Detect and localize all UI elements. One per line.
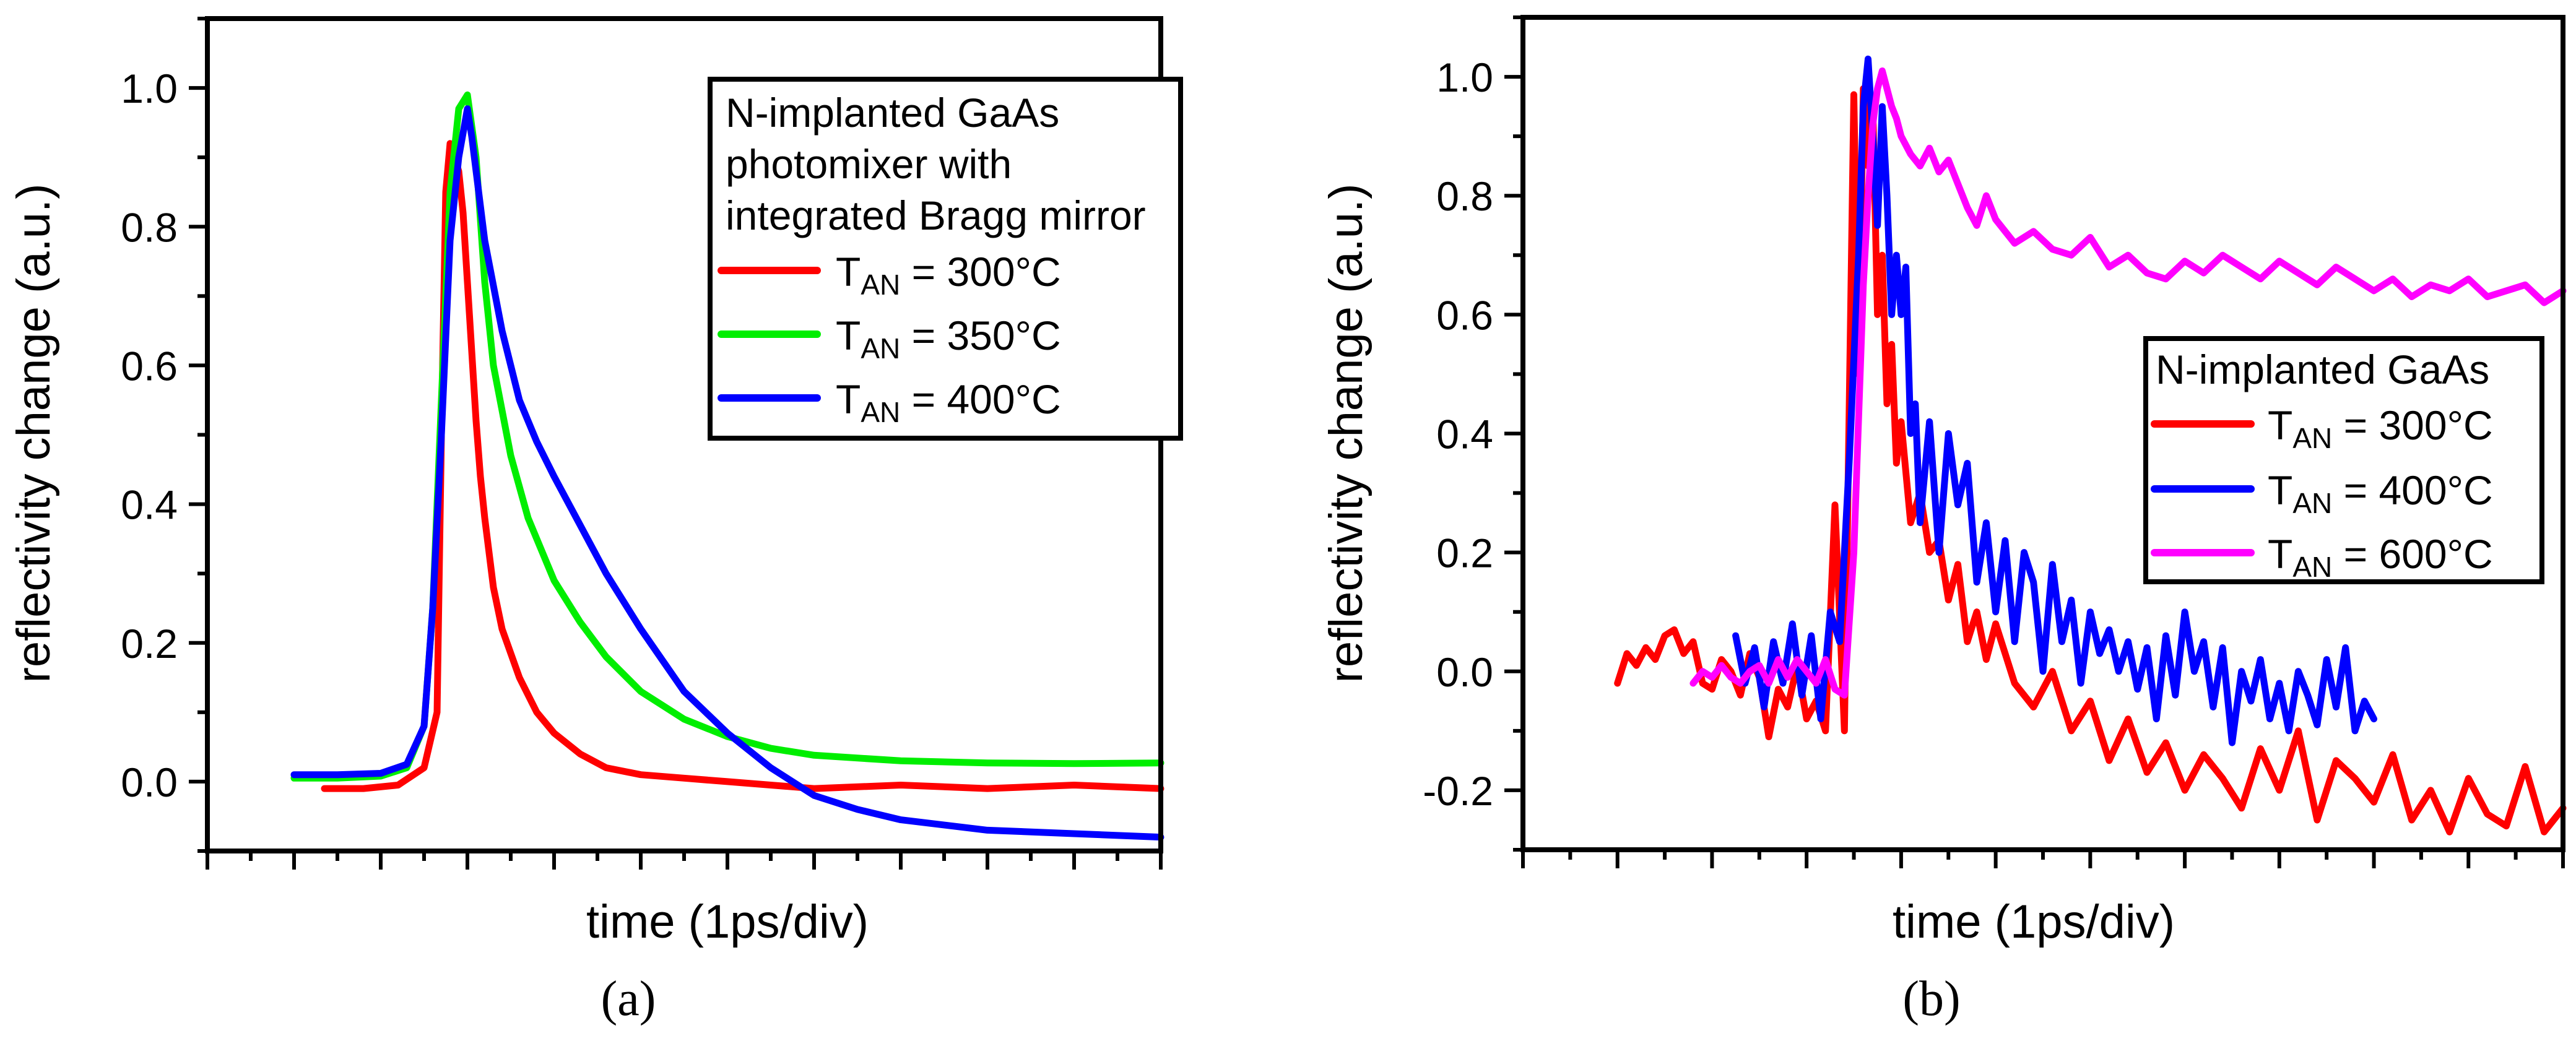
panel-b-x-ticks [1521, 850, 2565, 868]
panel-b-y-axis-label: reflectivity change (a.u.) [1320, 184, 1373, 683]
panel-a-caption: (a) [601, 972, 656, 1026]
panel-b-legend-entry-600: TAN = 600°C [2268, 531, 2493, 583]
panel-a-legend-entry-400: TAN = 400°C [836, 376, 1061, 428]
panel-b-y-tick-label: 0.8 [1436, 173, 1493, 219]
panel-b-y-tick-label: 0.0 [1436, 649, 1493, 695]
panel-b-series-lines [1614, 55, 2567, 836]
panel-a-legend-title-line-3: integrated Bragg mirror [726, 192, 1146, 238]
panel-b-y-tick-label: -0.2 [1423, 768, 1493, 814]
panel-b-series-line-2 [1732, 55, 2377, 746]
panel-a-legend-entry-350: TAN = 350°C [836, 313, 1061, 365]
panel-a-legend-entry-300: TAN = 300°C [836, 249, 1061, 301]
panel-b-legend-title-line-1: N-implanted GaAs [2156, 347, 2489, 392]
panel-b-legend-entry-400: TAN = 400°C [2268, 467, 2493, 519]
panel-b-series-line-3 [1689, 67, 2567, 699]
panel-a-chart: 0.0 0.2 0.4 0.6 0.8 1.0 reflectivity change (… [7, 16, 1183, 1026]
panel-b-y-tick-label: 0.4 [1436, 412, 1493, 457]
panel-a-series-line-3 [290, 105, 1164, 841]
panel-a-y-tick-label: 0.4 [121, 482, 178, 528]
panel-a-legend-title-line-2: photomixer with [726, 141, 1012, 187]
panel-b-chart: -0.2 0.0 0.2 0.4 0.6 0.8 1.0 reflectivity chan… [1320, 15, 2567, 1026]
panel-a-x-ticks [206, 851, 1163, 870]
panel-a-legend-title-line-1: N-implanted GaAs [726, 90, 1059, 136]
panel-a-legend: N-implanted GaAs photomixer with integra… [708, 77, 1183, 441]
panel-b-legend: N-implanted GaAs TAN = 300°C TAN = 400°C… [2143, 336, 2544, 584]
panel-a-series-lines [290, 91, 1164, 841]
panel-a-legend-box [708, 77, 1183, 441]
panel-b-y-tick-label: 1.0 [1436, 54, 1493, 100]
panel-a-x-axis-label: time (1ps/div) [586, 896, 869, 948]
panel-b-x-axis-label: time (1ps/div) [1893, 896, 2175, 948]
panel-a-y-tick-label: 1.0 [121, 66, 178, 111]
panel-a-y-tick-label: 0.2 [121, 621, 178, 667]
panel-a-y-tick-label: 0.0 [121, 759, 178, 805]
panel-b-legend-box [2143, 336, 2544, 584]
panel-a-y-tick-label: 0.6 [121, 343, 178, 389]
panel-a-y-ticks: 0.0 0.2 0.4 0.6 0.8 1.0 [121, 17, 207, 853]
panel-a-y-axis-label: reflectivity change (a.u.) [7, 184, 60, 683]
panel-b-y-tick-label: 0.6 [1436, 292, 1493, 338]
panel-a-y-tick-label: 0.8 [121, 204, 178, 250]
panel-b-y-tick-label: 0.2 [1436, 530, 1493, 576]
panel-b-legend-entry-300: TAN = 300°C [2268, 402, 2493, 454]
panel-b-y-ticks: -0.2 0.0 0.2 0.4 0.6 0.8 1.0 [1423, 15, 1523, 852]
panel-b-caption: (b) [1902, 972, 1960, 1026]
